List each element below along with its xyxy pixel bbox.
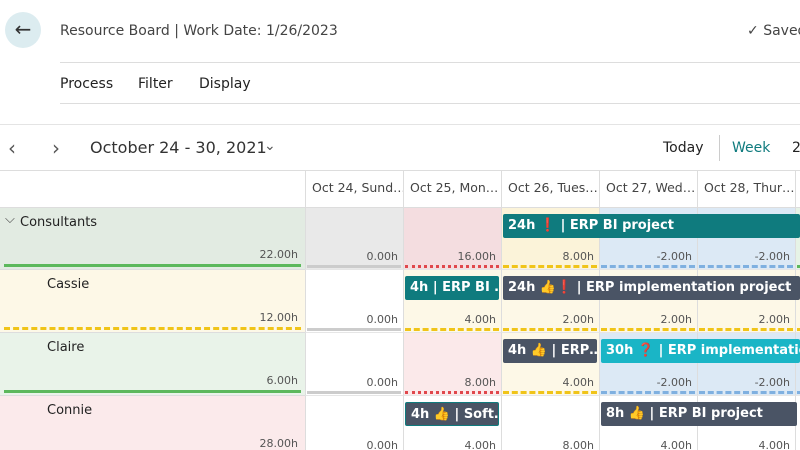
today-button[interactable]: Today <box>663 140 704 156</box>
row-label-cell <box>0 270 305 333</box>
capacity-line <box>405 265 499 268</box>
capacity-line <box>699 391 793 394</box>
cell-value: -2.00h <box>656 250 692 263</box>
page-title: Resource Board | Work Date: 1/26/2023 <box>60 23 338 39</box>
capacity-line <box>601 328 695 331</box>
prev-button[interactable]: ‹ <box>8 136 16 160</box>
cell-value: 4.00h <box>562 376 594 389</box>
cell-value: 0.00h <box>366 376 398 389</box>
row-name: Connie <box>47 403 93 418</box>
grid: Oct 24, Sund… Oct 25, Mon… Oct 26, Tues… Oc… <box>0 170 800 450</box>
capacity-line <box>503 391 597 394</box>
cell-value: 8.00h <box>464 376 496 389</box>
column-header: Oct 25, Mon… <box>403 170 501 208</box>
day-cell <box>403 208 501 270</box>
row-bar <box>4 390 301 393</box>
row-bar <box>4 264 301 267</box>
cell-value: 4.00h <box>464 439 496 450</box>
capacity-line <box>307 265 401 268</box>
capacity-line <box>601 391 695 394</box>
cell-value: -2.00h <box>754 376 790 389</box>
capacity-line <box>797 391 800 394</box>
day-cell <box>501 396 599 450</box>
row-name: Claire <box>47 340 85 355</box>
expand-toggle[interactable]: ⌵ <box>5 212 15 227</box>
day-cell <box>795 208 800 270</box>
booking[interactable]: 4h 👍 | ERP… <box>503 339 597 363</box>
capacity-line <box>797 328 800 331</box>
cell-value: 2.00h <box>562 313 594 326</box>
day-cell <box>403 333 501 396</box>
view-button[interactable]: 2 <box>792 140 800 156</box>
capacity-line <box>503 328 597 331</box>
day-cell <box>305 270 403 333</box>
divider <box>60 62 800 63</box>
capacity-line <box>307 328 401 331</box>
divider <box>0 124 800 125</box>
cell-value: 0.00h <box>366 439 398 450</box>
period-dropdown[interactable]: ⌄ <box>264 138 276 154</box>
row-total: 22.00h <box>259 248 298 261</box>
cell-value: -2.00h <box>754 250 790 263</box>
saved-text: Saved <box>763 23 800 39</box>
cell-value: -2.00h <box>656 376 692 389</box>
day-cell <box>305 396 403 450</box>
capacity-line <box>405 328 499 331</box>
column-header <box>795 170 800 208</box>
capacity-line <box>405 391 499 394</box>
back-button[interactable]: ← <box>5 12 41 48</box>
booking[interactable]: 8h 👍 | ERP BI project <box>601 402 797 426</box>
row-name: Consultants <box>20 215 98 230</box>
cell-value: 16.00h <box>457 250 496 263</box>
header-row <box>0 170 800 208</box>
cell-value: 2.00h <box>758 313 790 326</box>
row-name: Cassie <box>47 277 90 292</box>
week-button[interactable]: Week <box>732 140 771 156</box>
row-total: 28.00h <box>259 437 298 450</box>
row-bar <box>4 327 301 330</box>
cell-value: 2.00h <box>660 313 692 326</box>
capacity-line <box>699 265 793 268</box>
column-header: Oct 26, Tues… <box>501 170 599 208</box>
column-header: Oct 27, Wed… <box>599 170 697 208</box>
menu-item[interactable]: Display <box>199 76 251 92</box>
menu-item[interactable]: Filter <box>138 76 173 92</box>
cell-value: 0.00h <box>366 313 398 326</box>
capacity-line <box>699 328 793 331</box>
row-total: 12.00h <box>259 311 298 324</box>
cell-value: 0.00h <box>366 250 398 263</box>
day-cell <box>305 333 403 396</box>
booking[interactable]: 24h 👍❗ | ERP implementation project <box>503 276 800 300</box>
capacity-line <box>307 391 401 394</box>
booking[interactable]: 4h 👍 | Soft… <box>405 402 499 426</box>
divider <box>60 103 800 104</box>
row-label-cell <box>0 333 305 396</box>
booking[interactable]: 4h | ERP BI … <box>405 276 499 300</box>
column-header: Oct 28, Thur… <box>697 170 795 208</box>
next-button[interactable]: › <box>52 136 60 160</box>
row-total: 6.00h <box>266 374 298 387</box>
cell-value: 4.00h <box>758 439 790 450</box>
day-cell <box>795 333 800 396</box>
period-label[interactable]: October 24 - 30, 2021 <box>90 138 267 157</box>
saved-status: ✓ Saved <box>747 23 800 39</box>
menu-item[interactable]: Process <box>60 76 114 92</box>
day-cell <box>795 270 800 333</box>
capacity-line <box>797 265 800 268</box>
cell-value: 4.00h <box>660 439 692 450</box>
capacity-line <box>503 265 597 268</box>
booking[interactable]: 24h ❗ | ERP BI project <box>503 214 800 238</box>
cell-value: 4.00h <box>464 313 496 326</box>
day-cell <box>305 208 403 270</box>
row-label-cell <box>0 396 305 450</box>
capacity-line <box>601 265 695 268</box>
cell-value: 8.00h <box>562 439 594 450</box>
booking[interactable]: 30h ❓ | ERP implementation pr… <box>601 339 800 363</box>
row-label-cell <box>0 208 305 270</box>
separator <box>719 135 720 161</box>
cell-value: 8.00h <box>562 250 594 263</box>
column-header: Oct 24, Sund… <box>305 170 403 208</box>
